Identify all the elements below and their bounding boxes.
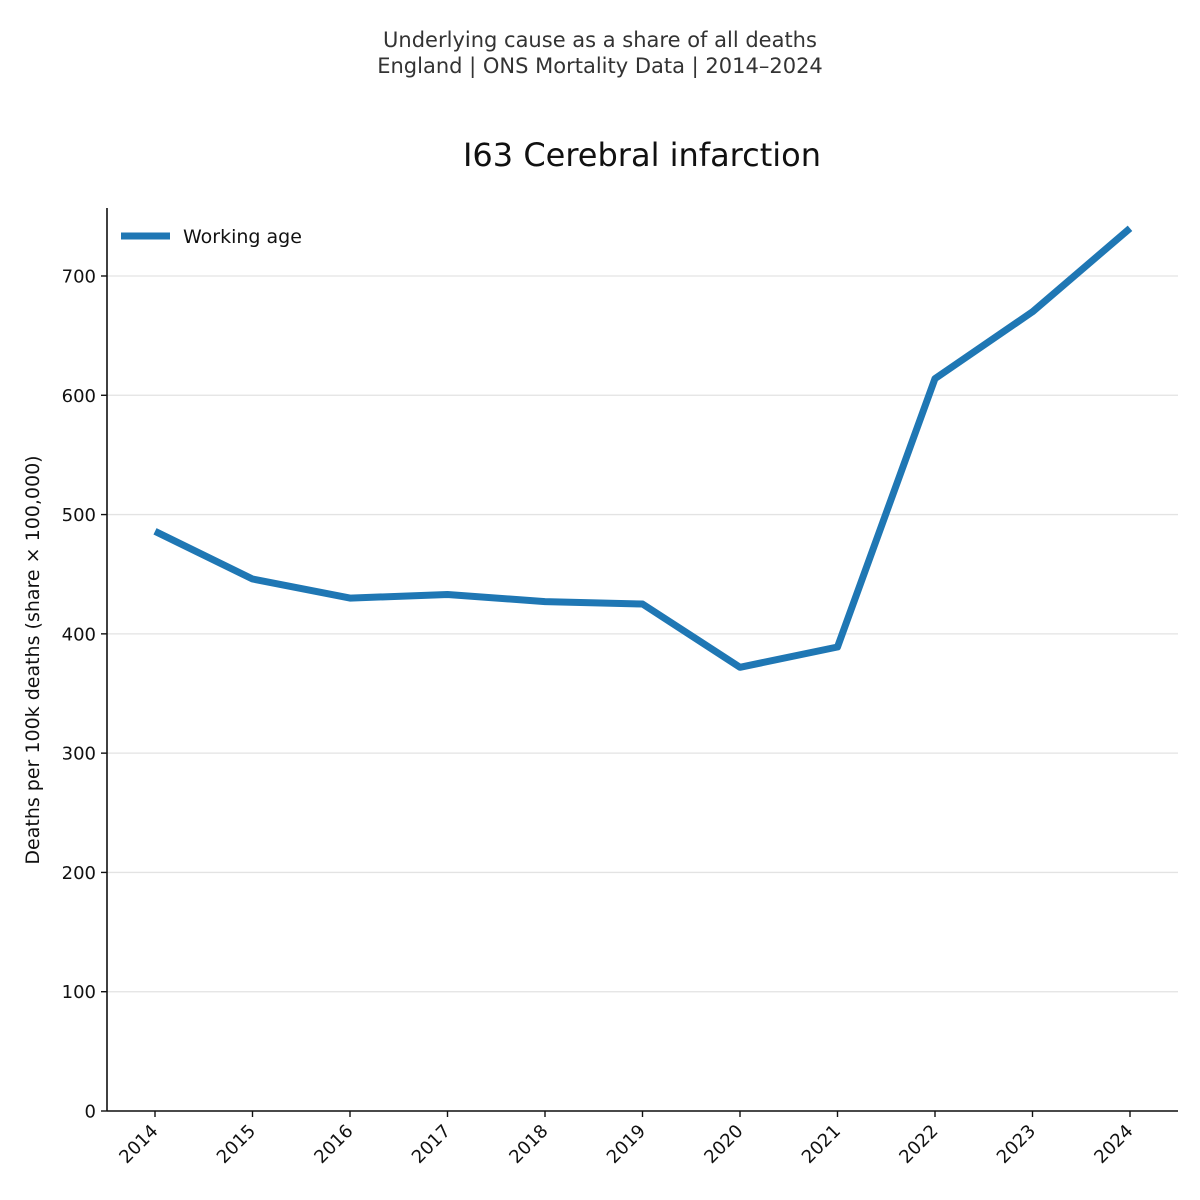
data-point-2017 [444, 591, 451, 598]
x-tick-label-2020: 2020 [700, 1121, 747, 1168]
data-point-2018 [542, 598, 549, 605]
y-tick-label-200: 200 [62, 863, 96, 884]
legend: Working age [121, 226, 302, 248]
y-tick-label-500: 500 [62, 505, 96, 526]
y-tick-label-600: 600 [62, 386, 96, 407]
y-tick-label-100: 100 [62, 982, 96, 1003]
gridlines [107, 275, 1178, 1112]
x-tick-label-2018: 2018 [505, 1121, 552, 1168]
y-tick-label-400: 400 [62, 624, 96, 645]
data-point-2014 [152, 528, 159, 535]
data-point-2019 [639, 601, 646, 608]
x-tick-label-2024: 2024 [1090, 1121, 1137, 1168]
data-point-2016 [347, 595, 354, 602]
y-tick-label-700: 700 [62, 266, 96, 287]
data-point-2024 [1127, 225, 1134, 232]
y-tick-label-300: 300 [62, 744, 96, 765]
y-axis-ticks: 0 100 200 300 400 500 600 700 [62, 266, 107, 1123]
series-layer [152, 225, 1134, 671]
x-tick-label-2016: 2016 [310, 1121, 357, 1168]
x-tick-label-2021: 2021 [798, 1121, 845, 1168]
data-point-2022 [932, 375, 939, 382]
data-point-2023 [1029, 308, 1036, 315]
figure-subtitle-line-1: Underlying cause as a share of all death… [383, 28, 817, 52]
x-tick-label-2019: 2019 [603, 1121, 650, 1168]
y-axis-label: Deaths per 100k deaths (share × 100,000) [22, 455, 44, 864]
y-tick-label-0: 0 [85, 1102, 96, 1123]
series-line-working-age [153, 225, 1133, 671]
x-tick-label-2014: 2014 [115, 1121, 162, 1168]
data-point-2020 [737, 664, 744, 671]
data-point-2015 [249, 575, 256, 582]
legend-label-working-age: Working age [183, 226, 302, 248]
data-point-2021 [834, 643, 841, 650]
figure-subtitle-line-2: England | ONS Mortality Data | 2014–2024 [377, 54, 823, 79]
x-tick-label-2023: 2023 [993, 1121, 1040, 1168]
x-axis-ticks: 2014 2015 2016 2017 2018 2019 2020 2021 2022 2023… [115, 1111, 1138, 1168]
x-tick-label-2015: 2015 [213, 1121, 260, 1168]
x-tick-label-2017: 2017 [408, 1121, 455, 1168]
x-tick-label-2022: 2022 [895, 1121, 942, 1168]
chart-title: I63 Cerebral infarction [463, 136, 821, 174]
